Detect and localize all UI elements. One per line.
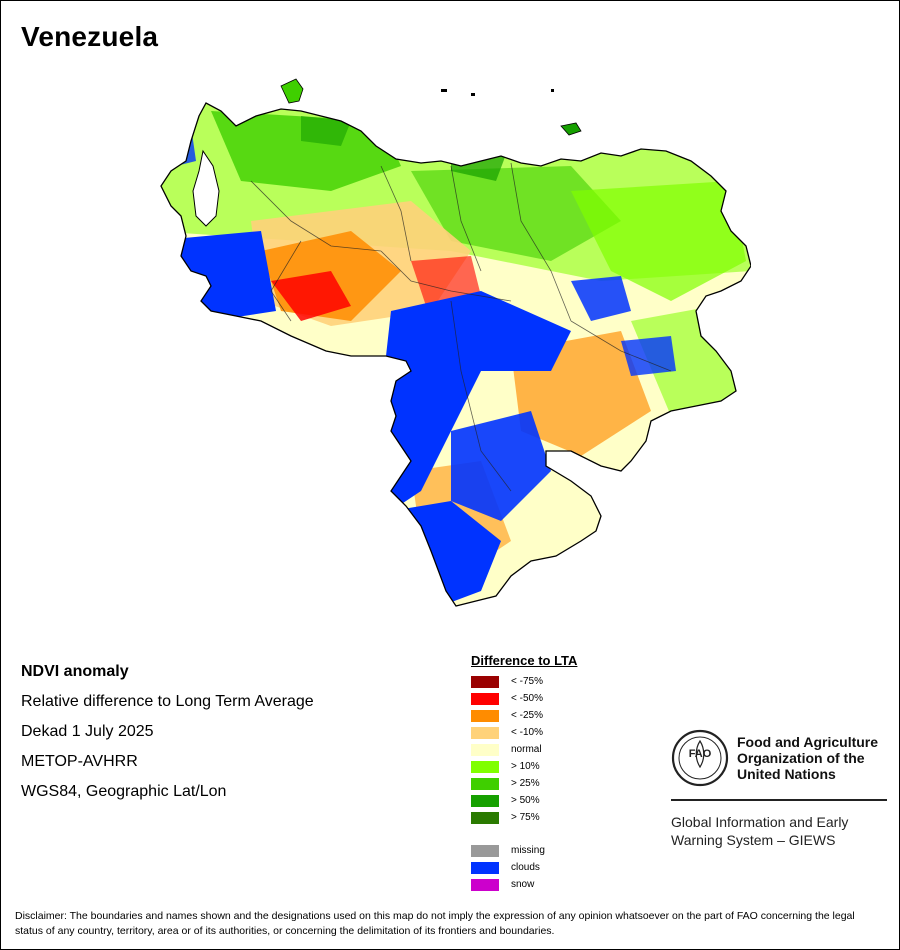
sensor-label: METOP-AVHRR xyxy=(21,753,138,770)
legend-label: normal xyxy=(511,744,542,755)
fao-divider xyxy=(671,799,887,801)
legend-label: < -50% xyxy=(511,693,543,704)
legend-swatch xyxy=(471,743,499,756)
fao-org-name: Food and Agriculture Organization of the… xyxy=(737,734,879,782)
product-name: NDVI anomaly xyxy=(21,663,129,680)
legend-item: normal xyxy=(471,741,651,758)
legend-swatch xyxy=(471,794,499,807)
legend-special: missing clouds snow xyxy=(471,842,651,893)
disclaimer-text: Disclaimer: The boundaries and names sho… xyxy=(15,910,855,937)
legend-swatch xyxy=(471,844,499,857)
legend-swatch xyxy=(471,777,499,790)
fao-branding: FAO Food and Agriculture Organization of… xyxy=(671,729,891,849)
legend-item: > 50% xyxy=(471,792,651,809)
legend-item: < -25% xyxy=(471,707,651,724)
legend-label: > 25% xyxy=(511,778,540,789)
legend-swatch xyxy=(471,692,499,705)
legend-swatch xyxy=(471,811,499,824)
legend-item: > 25% xyxy=(471,775,651,792)
legend: Difference to LTA < -75% < -50% < -25% < -1… xyxy=(471,653,651,893)
legend-item: > 10% xyxy=(471,758,651,775)
fao-logo-icon: FAO xyxy=(671,729,729,787)
svg-text:FAO: FAO xyxy=(689,748,712,760)
legend-swatch xyxy=(471,878,499,891)
legend-label: clouds xyxy=(511,862,540,873)
giews-label: Global Information and Early Warning Sys… xyxy=(671,814,849,848)
legend-swatch xyxy=(471,861,499,874)
legend-item: > 75% xyxy=(471,809,651,826)
legend-swatch xyxy=(471,675,499,688)
map-title: Venezuela xyxy=(21,21,159,52)
legend-label: > 10% xyxy=(511,761,540,772)
legend-swatch xyxy=(471,760,499,773)
legend-item: clouds xyxy=(471,859,651,876)
legend-item: < -50% xyxy=(471,690,651,707)
legend-classes: < -75% < -50% < -25% < -10% normal > 10% > 25%… xyxy=(471,673,651,826)
legend-label: < -75% xyxy=(511,676,543,687)
period-label: Dekad 1 July 2025 xyxy=(21,723,154,740)
legend-item: < -10% xyxy=(471,724,651,741)
ndvi-anomaly-map xyxy=(160,78,751,607)
legend-label: < -25% xyxy=(511,710,543,721)
legend-item: missing xyxy=(471,842,651,859)
legend-label: snow xyxy=(511,879,535,890)
legend-swatch xyxy=(471,709,499,722)
legend-label: > 75% xyxy=(511,812,540,823)
product-description: Relative difference to Long Term Average xyxy=(21,693,314,710)
legend-label: > 50% xyxy=(511,795,540,806)
projection-label: WGS84, Geographic Lat/Lon xyxy=(21,783,227,800)
legend-label: missing xyxy=(511,845,545,856)
legend-item: < -75% xyxy=(471,673,651,690)
legend-title: Difference to LTA xyxy=(471,653,578,668)
legend-label: < -10% xyxy=(511,727,543,738)
legend-item: snow xyxy=(471,876,651,893)
legend-swatch xyxy=(471,726,499,739)
map-info: NDVI anomaly Relative difference to Long… xyxy=(21,657,314,807)
